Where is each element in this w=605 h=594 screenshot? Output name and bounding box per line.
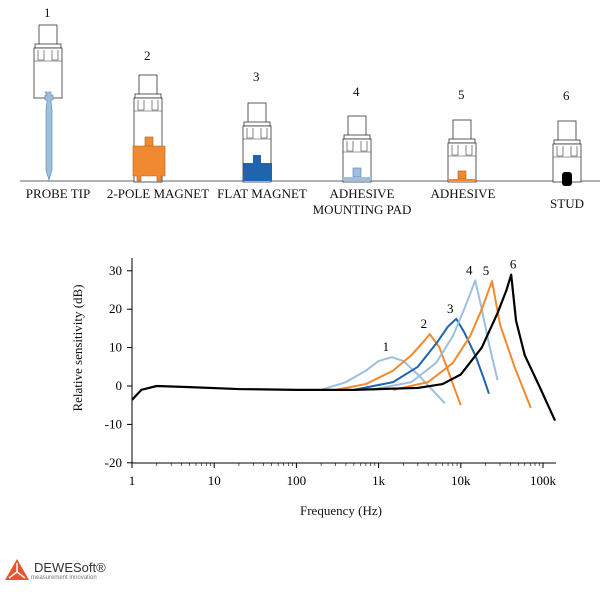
logo-tagline: measurement innovation [31,575,97,581]
response-curve-3 [353,317,490,395]
housing-detail [553,146,581,158]
mount-number-5: 5 [458,87,465,102]
mount-label: 2-POLE MAGNET [106,186,210,201]
curve-label-3: 3 [447,301,454,316]
response-curve-6 [131,273,557,422]
mount-label: FLAT MAGNET [217,186,307,201]
curve-label-5: 5 [483,263,490,278]
housing-detail [134,100,162,112]
mounting-pad [343,177,371,181]
y-axis-label: Relative sensitivity (dB) [70,284,85,412]
mounting-illustrations [20,24,600,186]
response-curve-5 [392,280,532,409]
two-pole-magnet [132,145,166,182]
stud [562,172,572,186]
housing-detail [343,141,371,153]
response-curve-1 [320,356,446,404]
x-tick-label: 10k [451,473,471,488]
housing-detail [34,50,62,62]
housing [552,143,582,183]
logo-name: DEWESoft® [34,560,106,575]
x-axis-label: Frequency (Hz) [300,503,382,518]
x-tick-label: 10 [208,473,221,488]
housing [33,47,63,99]
mount-number-3: 3 [253,69,260,84]
curve-label-1: 1 [383,339,390,354]
mount-label: ADHESIVE MOUNTING PAD [312,186,412,217]
y-tick-label: -20 [105,455,122,470]
mount-number-2: 2 [144,48,151,63]
y-tick-label: 20 [109,301,122,316]
flat-magnet [243,163,272,181]
y-tick-label: 0 [116,378,123,393]
accelerometer-6 [552,120,582,183]
mount-number-6: 6 [563,88,570,103]
mount-label: ADHESIVE [430,186,496,201]
mount-label: STUD [550,196,584,211]
x-tick-label: 1k [372,473,386,488]
x-tick-label: 1 [129,473,136,488]
y-tick-label: -10 [105,416,122,431]
mount-number-4: 4 [353,84,360,99]
curve-label-4: 4 [466,262,473,277]
response-curve-2 [335,333,462,406]
adhesive-layer [448,179,476,181]
mount-number-1: 1 [44,5,51,20]
dewesoft-logo-icon [5,559,29,580]
housing-detail [243,128,271,140]
curve-label-2: 2 [421,316,428,331]
x-tick-label: 100 [287,473,307,488]
housing-detail [448,145,476,157]
probe-tip [44,91,54,182]
curve-label-6: 6 [510,257,517,272]
x-tick-label: 100k [530,473,557,488]
magnet-stud [253,155,261,163]
y-tick-label: 30 [109,263,122,278]
response-curve-4 [370,279,499,391]
y-tick-label: 10 [109,340,122,355]
accelerometer-1 [33,24,63,99]
mount-label: PROBE TIP [25,186,91,201]
